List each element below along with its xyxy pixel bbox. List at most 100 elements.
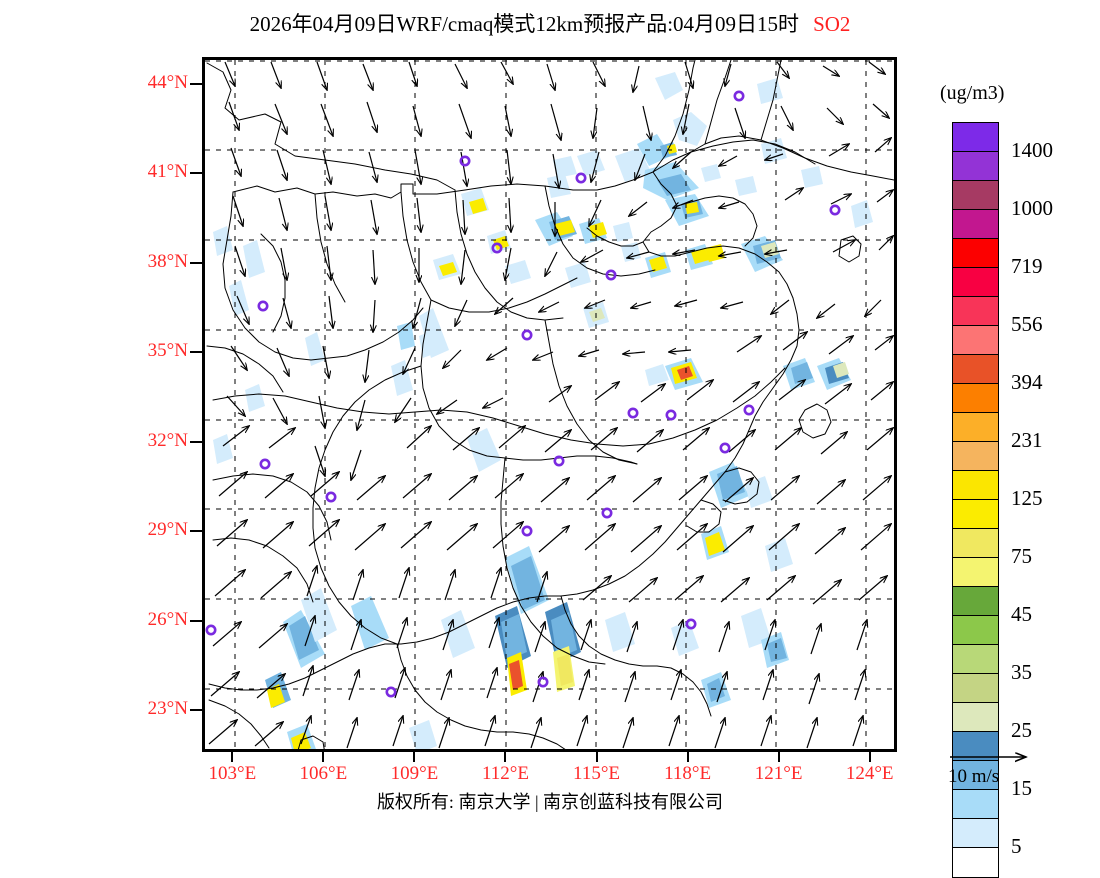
colorbar-band [953, 790, 998, 819]
city-marker [491, 242, 503, 254]
city-marker [685, 618, 697, 630]
map-canvas [205, 60, 894, 749]
colorbar-tick: 231 [1011, 428, 1043, 452]
lon-tick-mark [686, 750, 689, 762]
city-marker [733, 90, 745, 102]
lat-tick-label: 26°N [147, 608, 188, 630]
city-marker [537, 676, 549, 688]
lat-tick-mark [190, 351, 203, 354]
city-marker [257, 300, 269, 312]
lon-tick-label: 109°E [390, 763, 439, 784]
city-marker [385, 686, 397, 698]
lon-tick-mark [231, 750, 234, 762]
graticule [205, 60, 894, 749]
colorbar-band [953, 761, 998, 790]
colorbar-band [953, 732, 998, 761]
colorbar-tick: 394 [1011, 370, 1043, 394]
city-marker [459, 155, 471, 167]
colorbar-band [953, 355, 998, 384]
lon-tick-mark [595, 750, 598, 762]
colorbar-band [953, 297, 998, 326]
lon-tick-mark [504, 750, 507, 762]
city-marker [829, 204, 841, 216]
lon-tick-mark [322, 750, 325, 762]
colorbar-tick: 125 [1011, 486, 1043, 510]
colorbar-band [953, 819, 998, 848]
forecast-map[interactable] [202, 57, 897, 752]
map-boundaries [206, 60, 894, 749]
colorbar-band [953, 471, 998, 500]
city-marker [521, 525, 533, 537]
colorbar-band [953, 848, 998, 877]
colorbar-legend: (ug/m3) 1400 1000 719 556 394 231 125 75 45 35 25 1… [935, 82, 1095, 878]
colorbar-tick: 1000 [1011, 196, 1053, 220]
colorbar-band [953, 123, 998, 152]
city-marker [521, 329, 533, 341]
lon-tick-label: 115°E [573, 763, 621, 784]
colorbar-band [953, 616, 998, 645]
colorbar-unit-label: (ug/m3) [940, 82, 1005, 104]
lat-tick-mark [190, 709, 203, 712]
colorbar-band [953, 326, 998, 355]
lon-tick-label: 124°E [845, 763, 894, 784]
title-main-text: 2026年04月09日WRF/cmaq模式12km预报产品:04月09日15时 [249, 12, 800, 36]
city-marker [665, 409, 677, 421]
copyright-notice: 版权所有: 南京大学 | 南京创蓝科技有限公司 [376, 792, 724, 812]
colorbar-band [953, 674, 998, 703]
lat-tick-label: 38°N [147, 250, 188, 272]
colorbar-band [953, 558, 998, 587]
city-marker [719, 442, 731, 454]
colorbar-tick: 25 [1011, 718, 1032, 742]
colorbar-tick: 35 [1011, 660, 1032, 684]
city-markers [205, 90, 841, 698]
colorbar-bands [952, 122, 999, 878]
lat-tick-label: 35°N [147, 340, 188, 362]
lat-tick-label: 29°N [147, 519, 188, 541]
colorbar-tick: 5 [1011, 834, 1022, 858]
city-marker [601, 507, 613, 519]
colorbar-band [953, 384, 998, 413]
colorbar-tick: 1400 [1011, 138, 1053, 162]
lat-tick-mark [190, 82, 203, 85]
lat-tick-label: 23°N [147, 698, 188, 720]
colorbar-tick: 75 [1011, 544, 1032, 568]
wind-scale-arrow [950, 748, 1038, 766]
wind-vectors [208, 61, 893, 749]
city-marker [575, 172, 587, 184]
lon-tick-label: 112°E [481, 763, 529, 784]
lat-tick-mark [190, 172, 203, 175]
lat-tick-label: 41°N [147, 161, 188, 183]
lon-tick-mark [868, 750, 871, 762]
colorbar-tick: 556 [1011, 312, 1043, 336]
chart-title: 2026年04月09日WRF/cmaq模式12km预报产品:04月09日15时 S… [0, 8, 1100, 38]
colorbar-band [953, 442, 998, 471]
colorbar-tick: 719 [1011, 254, 1043, 278]
city-marker [553, 455, 565, 467]
colorbar-band [953, 587, 998, 616]
lat-tick-label: 44°N [147, 71, 188, 93]
concentration-field [213, 72, 873, 749]
city-marker [743, 404, 755, 416]
colorbar-tick: 15 [1011, 776, 1032, 800]
wind-scale-text: 10 m/s [948, 766, 1000, 787]
title-species-label: SO2 [813, 12, 851, 36]
lat-tick-mark [190, 530, 203, 533]
lat-tick-mark [190, 440, 203, 443]
colorbar-band [953, 268, 998, 297]
lon-tick-label: 103°E [208, 763, 257, 784]
lat-tick-mark [190, 261, 203, 264]
lat-tick-mark [190, 619, 203, 622]
city-marker [605, 269, 617, 281]
wind-scale-legend: 10 m/s [948, 748, 1088, 798]
colorbar-band [953, 529, 998, 558]
colorbar-band [953, 239, 998, 268]
lon-tick-mark [413, 750, 416, 762]
city-marker [259, 458, 271, 470]
lon-tick-label: 118°E [664, 763, 712, 784]
colorbar-band [953, 152, 998, 181]
city-marker [205, 624, 217, 636]
colorbar-band [953, 645, 998, 674]
colorbar-band [953, 703, 998, 732]
lat-tick-label: 32°N [147, 429, 188, 451]
colorbar-band [953, 210, 998, 239]
